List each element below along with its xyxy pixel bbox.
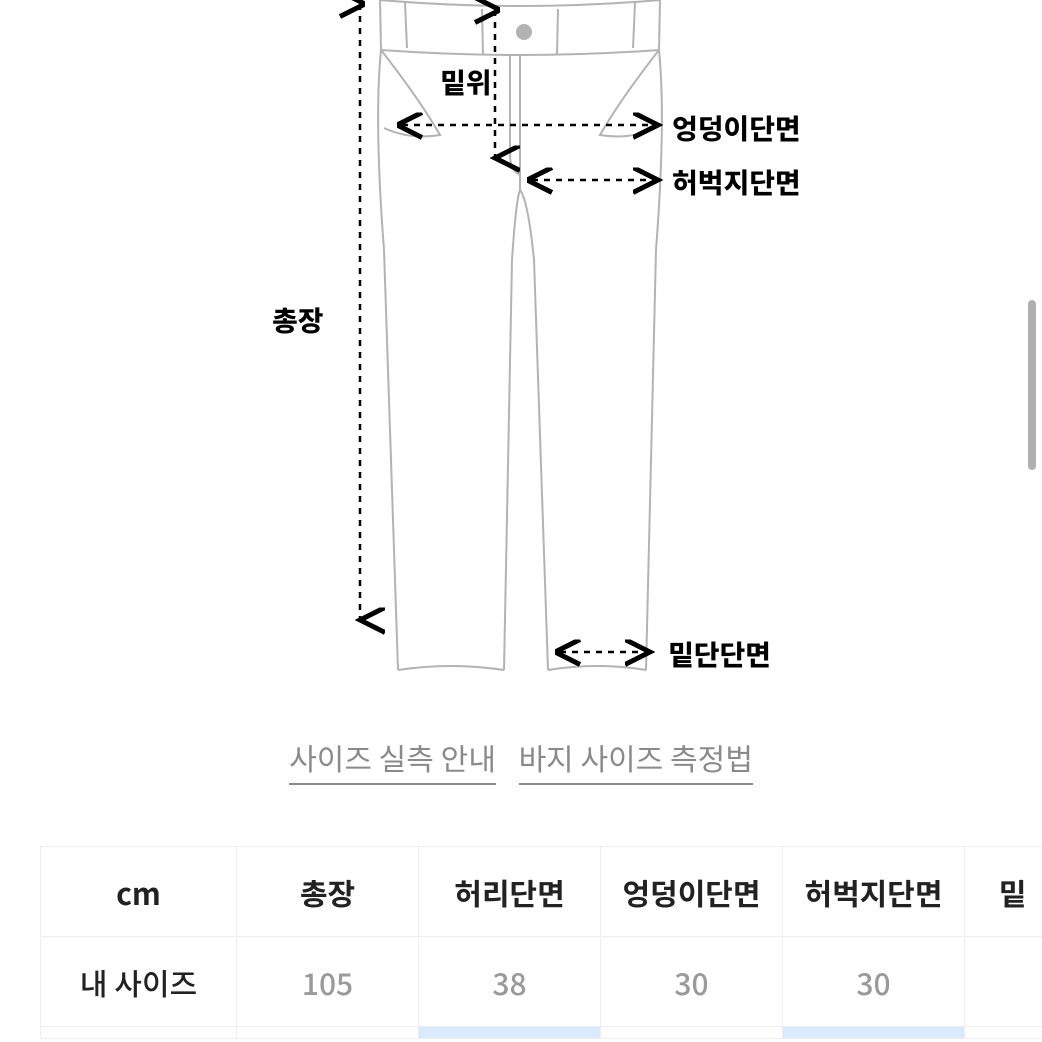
label-total-length: 총장 [272, 300, 324, 340]
table-header-row: cm 총장 허리단면 엉덩이단면 허벅지단면 밑 [41, 847, 1042, 937]
scrollbar-thumb[interactable] [1028, 300, 1036, 470]
label-hip: 엉덩이단면 [672, 108, 801, 148]
highlight-cell-thigh [783, 1027, 965, 1039]
cell-hip[interactable]: 30 [601, 937, 783, 1027]
size-table[interactable]: cm 총장 허리단면 엉덩이단면 허벅지단면 밑 내 사이즈 105 38 30… [40, 846, 1042, 1039]
col-thigh: 허벅지단면 [783, 847, 965, 937]
pants-measurement-diagram: 밑위 엉덩이단면 허벅지단면 총장 밑단단면 [0, 0, 1042, 690]
row-highlight-partial [41, 1027, 1042, 1039]
label-thigh: 허벅지단면 [672, 162, 801, 202]
highlight-cell-waist [419, 1027, 601, 1039]
link-pants-measure[interactable]: 바지 사이즈 측정법 [519, 735, 753, 785]
pants-outline [378, 0, 662, 670]
pants-svg [0, 0, 1042, 690]
label-rise: 밑위 [440, 62, 492, 102]
col-hip: 엉덩이단면 [601, 847, 783, 937]
row-label: 내 사이즈 [41, 937, 237, 1027]
col-hem-partial: 밑 [965, 847, 1042, 937]
cell-thigh[interactable]: 30 [783, 937, 965, 1027]
col-waist: 허리단면 [419, 847, 601, 937]
guide-links: 사이즈 실측 안내 바지 사이즈 측정법 [0, 735, 1042, 779]
cell-hem[interactable] [965, 937, 1042, 1027]
cell-total-length[interactable]: 105 [237, 937, 419, 1027]
col-total-length: 총장 [237, 847, 419, 937]
cell-waist[interactable]: 38 [419, 937, 601, 1027]
row-my-size[interactable]: 내 사이즈 105 38 30 30 [41, 937, 1042, 1027]
label-hem: 밑단단면 [668, 634, 771, 674]
link-size-guide[interactable]: 사이즈 실측 안내 [289, 735, 496, 785]
pants-button [516, 24, 532, 40]
col-unit: cm [41, 847, 237, 937]
